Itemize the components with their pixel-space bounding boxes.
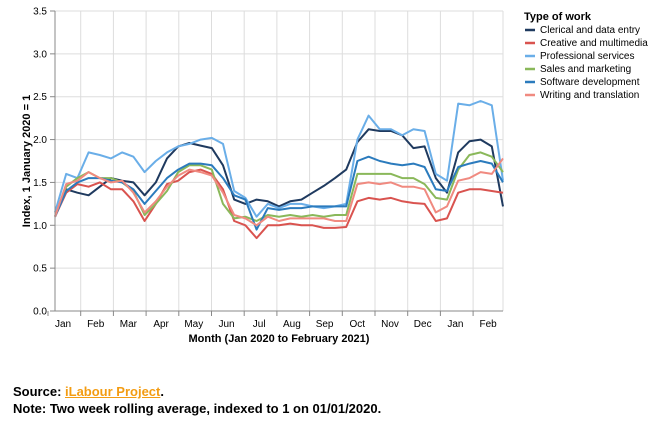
x-tick-label: Jul xyxy=(253,319,266,330)
series-line-0 xyxy=(54,128,504,218)
y-axis-title: Index, 1 January 2020 = 1 xyxy=(21,95,33,227)
legend-label: Sales and marketing xyxy=(540,64,631,75)
x-tick-label: Mar xyxy=(120,319,138,330)
legend-label: Software development xyxy=(540,77,640,88)
x-tick-label: Feb xyxy=(479,319,497,330)
x-axis-title: Month (Jan 2020 to February 2021) xyxy=(189,333,370,345)
axes: 0.0 0.5 1.0 1.5 2.0 2.5 3.0 3.5 Jan Feb Mar Apr May J… xyxy=(33,7,503,330)
y-tick-label: 2.5 xyxy=(33,92,47,103)
legend-label: Writing and translation xyxy=(540,90,639,101)
y-tick-label: 0.0 xyxy=(33,307,47,318)
source-link[interactable]: iLabour Project xyxy=(65,384,161,399)
y-tick-label: 0.5 xyxy=(33,264,47,275)
x-tick-label: Jan xyxy=(447,319,463,330)
x-tick-label: May xyxy=(184,319,203,330)
source-note: Source: iLabour Project. xyxy=(13,384,164,399)
x-tick-label: Nov xyxy=(381,319,399,330)
source-suffix: . xyxy=(160,384,164,399)
y-tick-label: 1.5 xyxy=(33,178,47,189)
series-line-4 xyxy=(54,155,504,231)
legend: Clerical and data entry Creative and mult… xyxy=(525,25,648,101)
x-tick-label: Feb xyxy=(87,319,105,330)
x-tick-label: Apr xyxy=(153,319,169,330)
x-tick-label: Sep xyxy=(316,319,334,330)
x-tick-label: Jun xyxy=(218,319,234,330)
grid xyxy=(55,10,504,312)
x-tick-label: Aug xyxy=(283,319,301,330)
y-tick-label: 1.0 xyxy=(33,221,47,232)
line-chart: 0.0 0.5 1.0 1.5 2.0 2.5 3.0 3.5 Jan Feb Mar Apr May J… xyxy=(21,7,648,346)
x-tick-label: Oct xyxy=(350,319,366,330)
y-tick-label: 2.0 xyxy=(33,135,47,146)
x-tick-label: Jan xyxy=(55,319,71,330)
x-tick-label: Dec xyxy=(414,319,432,330)
legend-label: Professional services xyxy=(540,51,634,62)
y-tick-label: 3.5 xyxy=(33,7,47,18)
legend-title: Type of work xyxy=(524,11,592,23)
series-line-2 xyxy=(54,100,504,218)
series-lines xyxy=(54,100,504,240)
footnote: Note: Two week rolling average, indexed … xyxy=(13,401,382,416)
series-line-5 xyxy=(54,157,504,227)
legend-label: Clerical and data entry xyxy=(540,25,640,36)
series-line-1 xyxy=(54,168,504,240)
legend-label: Creative and multimedia xyxy=(540,38,648,49)
y-tick-label: 3.0 xyxy=(33,49,47,60)
source-prefix: Source: xyxy=(13,384,66,399)
